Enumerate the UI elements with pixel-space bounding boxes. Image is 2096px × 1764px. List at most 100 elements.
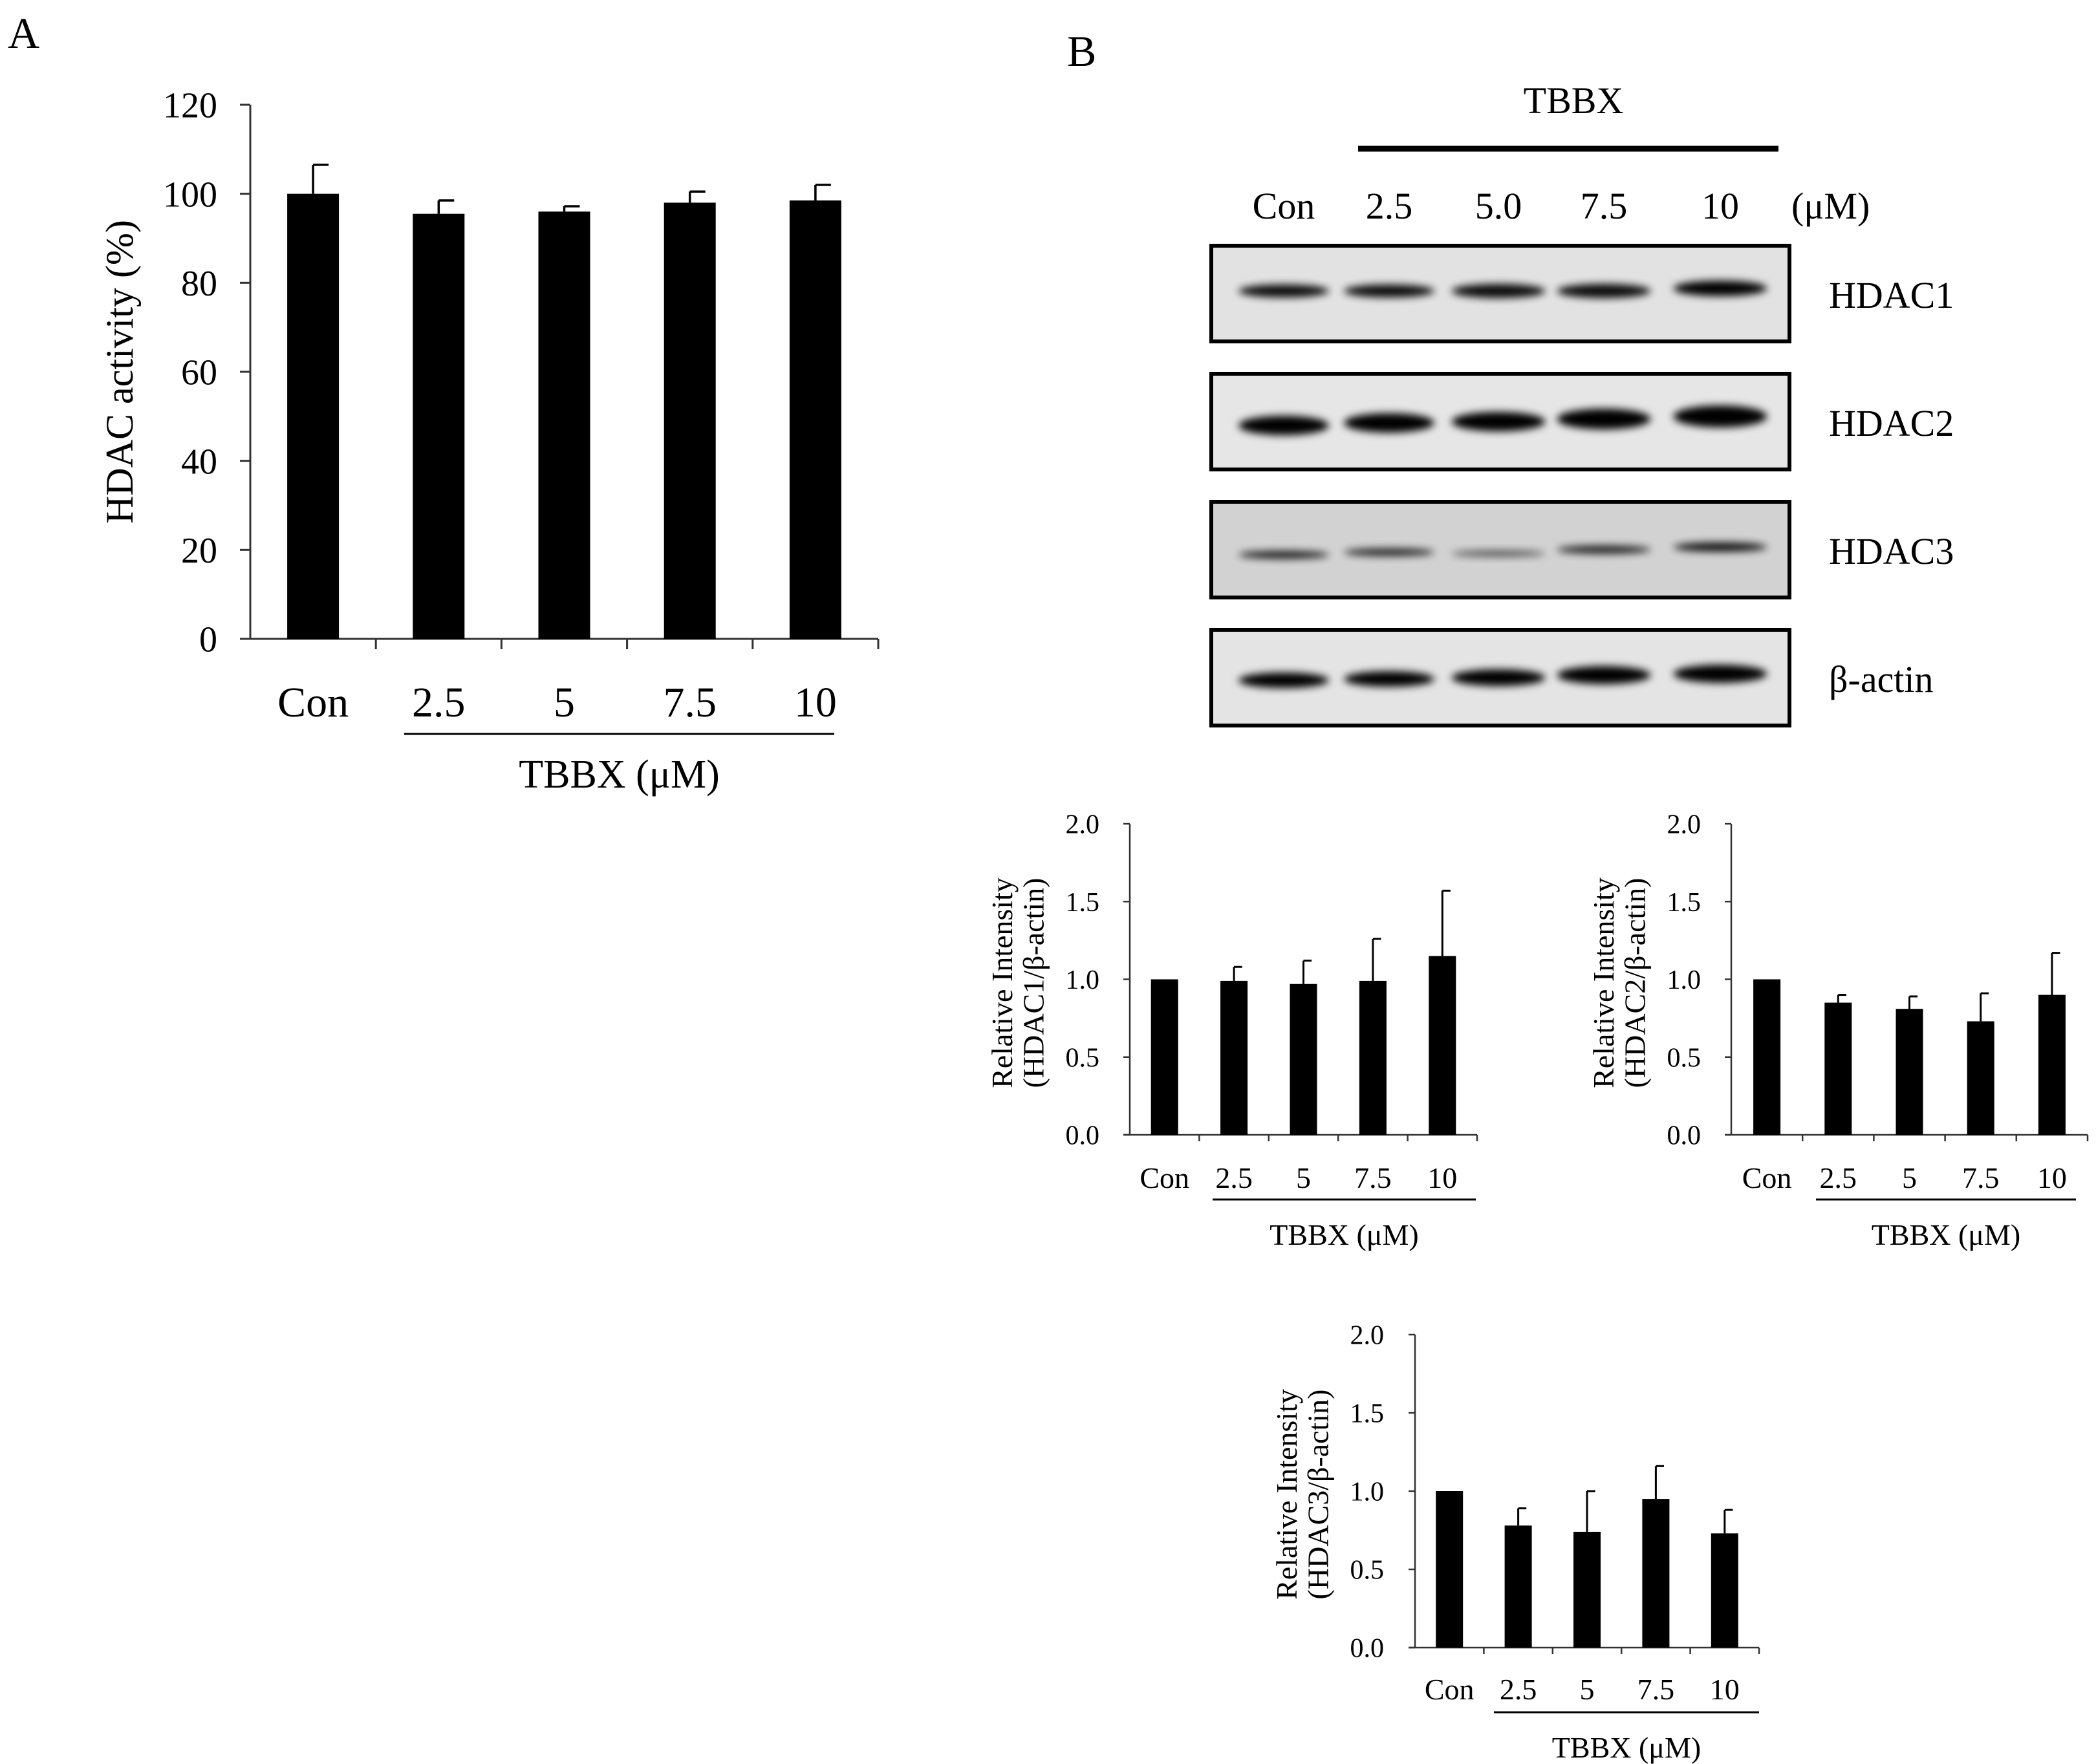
x-tick-label: Con — [1425, 1673, 1475, 1706]
blot-protein-label: HDAC1 — [1829, 274, 1954, 316]
blot-band — [1451, 284, 1546, 298]
x-tick-label: 10 — [1427, 1161, 1457, 1194]
panel-label-b: B — [1067, 27, 1097, 76]
y-tick-label: 1.5 — [1350, 1399, 1385, 1429]
blot-band — [1451, 550, 1546, 557]
x-tick-label: 10 — [2037, 1161, 2067, 1194]
blot-band — [1238, 551, 1329, 559]
blot-band — [1344, 285, 1434, 297]
y-tick-label: 20 — [181, 531, 217, 571]
x-tick-label: Con — [1140, 1161, 1189, 1194]
blot-band — [1238, 672, 1329, 688]
y-tick-label: 0.5 — [1667, 1043, 1702, 1073]
x-tick-label: 5 — [1296, 1161, 1311, 1194]
bar-Con — [1151, 979, 1178, 1135]
bar-7.5 — [1359, 980, 1387, 1135]
blot-band — [1673, 281, 1767, 296]
y-tick-label: 2.0 — [1350, 1321, 1385, 1351]
blot-band — [1673, 405, 1767, 427]
chart-A: 0 20 40 60 80 100 120 Con 2.5 5 7.5 10 TBBX (μM) HDAC… — [98, 86, 880, 797]
bar-2.5 — [413, 213, 465, 639]
western-blot: TBBX Con 2.5 5.0 7.5 10 (μM) HDAC1 HDAC2 HDAC3 β-a… — [1209, 80, 1954, 727]
bar-5 — [1896, 1009, 1923, 1135]
y-axis-label-line: (HDAC3/β-actin) — [1301, 1390, 1334, 1600]
chart-B2: 0.0 0.5 1.0 1.5 2.0 Con 2.5 5 7.5 10 TBBX (μM) Rela… — [1587, 810, 2089, 1251]
x-tick-label: 10 — [794, 679, 837, 726]
y-tick-label: 0.5 — [1350, 1556, 1385, 1586]
x-axis-label: TBBX (μM) — [519, 753, 720, 797]
x-axis-label: TBBX (μM) — [1872, 1218, 2020, 1251]
y-tick-label: 1.0 — [1667, 965, 1702, 995]
bar-10 — [1429, 956, 1456, 1135]
x-tick-label: 7.5 — [663, 679, 717, 726]
y-tick-label: 1.0 — [1350, 1478, 1385, 1507]
x-tick-label: 2.5 — [412, 679, 466, 726]
blot-band — [1344, 671, 1434, 687]
blot-treatment-label: TBBX — [1524, 80, 1624, 122]
y-axis-label-line: (HDAC2/β-actin) — [1618, 878, 1651, 1088]
bar-5 — [1290, 984, 1317, 1135]
blot-lane-label: Con — [1253, 185, 1315, 227]
y-tick-label: 0.0 — [1667, 1121, 1702, 1151]
bar-2.5 — [1220, 980, 1248, 1135]
blot-protein-label: β-actin — [1829, 658, 1934, 700]
y-tick-label: 80 — [181, 264, 217, 304]
bar-7.5 — [1642, 1499, 1670, 1648]
blot-lane-label: 7.5 — [1581, 185, 1628, 227]
x-axis-label: TBBX (μM) — [1269, 1218, 1418, 1251]
x-axis-label: TBBX (μM) — [1552, 1731, 1701, 1764]
blot-band — [1344, 548, 1434, 556]
bar-2.5 — [1504, 1525, 1532, 1648]
bar-2.5 — [1824, 1002, 1852, 1135]
bar-10 — [789, 200, 841, 639]
y-axis-label-line: (HDAC1/β-actin) — [1017, 878, 1050, 1088]
x-tick-label: 2.5 — [1820, 1161, 1857, 1194]
x-tick-label: Con — [1742, 1161, 1792, 1194]
chart-B1: 0.0 0.5 1.0 1.5 2.0 Con 2.5 5 7.5 10 TBBX (μM) Rela… — [986, 810, 1478, 1251]
blot-band — [1451, 412, 1546, 431]
y-axis-label: HDAC activity (%) — [98, 220, 141, 524]
bar-5 — [1573, 1531, 1601, 1648]
y-axis-label: Relative Intensity(HDAC2/β-actin) — [1587, 877, 1651, 1088]
x-tick-label: 5 — [554, 679, 575, 726]
y-axis-label-line: Relative Intensity — [986, 877, 1019, 1088]
x-tick-label: 5 — [1580, 1673, 1595, 1706]
y-axis-label-line: Relative Intensity — [1270, 1389, 1303, 1600]
x-tick-label: 5 — [1902, 1161, 1917, 1194]
y-tick-label: 1.0 — [1066, 965, 1100, 995]
blot-band — [1238, 285, 1329, 297]
y-tick-label: 0.5 — [1066, 1043, 1100, 1073]
y-tick-label: 0 — [199, 620, 217, 660]
y-tick-label: 120 — [163, 86, 217, 126]
y-tick-label: 1.5 — [1667, 888, 1702, 918]
y-axis-label-line: Relative Intensity — [1587, 877, 1620, 1088]
y-tick-label: 2.0 — [1667, 810, 1702, 840]
y-tick-label: 40 — [181, 442, 217, 482]
blot-band — [1557, 284, 1651, 298]
bar-Con — [1436, 1491, 1464, 1648]
x-tick-label: 2.5 — [1215, 1161, 1253, 1194]
y-tick-label: 1.5 — [1066, 888, 1100, 918]
blot-band — [1451, 669, 1546, 686]
x-tick-label: 7.5 — [1962, 1161, 2000, 1194]
blot-lane-label: 5.0 — [1475, 185, 1522, 227]
blot-band — [1673, 665, 1767, 683]
blot-band — [1238, 416, 1329, 435]
chart-B3: 0.0 0.5 1.0 1.5 2.0 Con 2.5 5 7.5 10 TBBX (μM) Rela… — [1270, 1321, 1760, 1764]
y-tick-label: 0.0 — [1066, 1121, 1100, 1151]
bar-7.5 — [664, 202, 716, 639]
x-tick-label: 7.5 — [1637, 1673, 1675, 1706]
blot-protein-label: HDAC2 — [1829, 402, 1954, 444]
bar-10 — [2038, 995, 2066, 1135]
blot-unit-label: (μM) — [1791, 185, 1870, 227]
blot-band — [1557, 409, 1651, 429]
y-axis-label-text: HDAC activity (%) — [98, 220, 141, 524]
y-tick-label: 0.0 — [1350, 1634, 1385, 1664]
y-tick-label: 100 — [163, 175, 217, 215]
blot-protein-label: HDAC3 — [1829, 530, 1954, 572]
bar-7.5 — [1967, 1021, 1994, 1135]
bar-Con — [1753, 979, 1781, 1135]
blot-band — [1557, 666, 1651, 684]
y-axis-label: Relative Intensity(HDAC3/β-actin) — [1270, 1389, 1334, 1600]
